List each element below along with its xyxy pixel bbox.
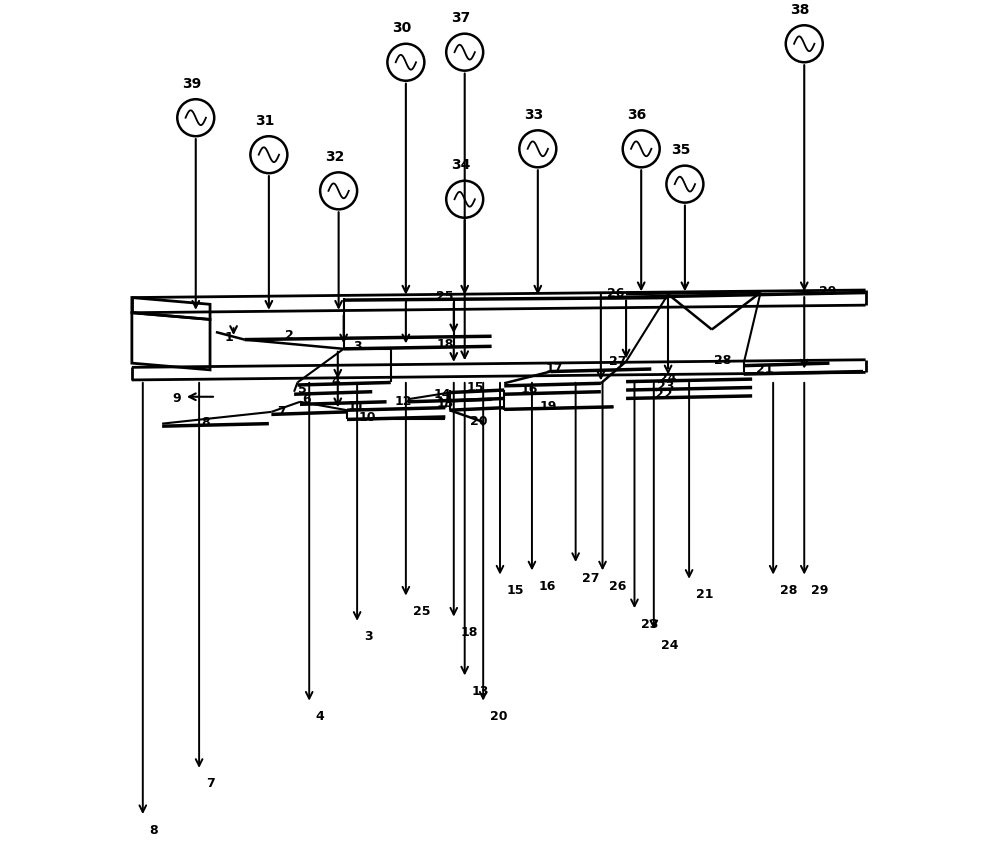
Text: 20: 20 (490, 711, 507, 723)
Text: 16: 16 (539, 580, 556, 593)
Text: 31: 31 (255, 114, 274, 128)
Text: 15: 15 (507, 584, 524, 597)
Text: 11: 11 (348, 400, 366, 413)
Text: 7: 7 (277, 405, 286, 417)
Text: 18: 18 (460, 626, 478, 639)
Text: 4: 4 (332, 375, 340, 389)
Text: 29: 29 (819, 285, 836, 298)
Text: 19: 19 (540, 400, 557, 412)
Text: 4: 4 (316, 711, 325, 723)
Text: 8: 8 (201, 417, 210, 429)
Text: 18: 18 (436, 338, 454, 351)
Text: 21: 21 (756, 363, 773, 377)
Text: 13: 13 (471, 685, 489, 698)
Text: 14: 14 (434, 388, 451, 400)
Text: 5: 5 (298, 383, 307, 395)
Text: 10: 10 (358, 412, 376, 424)
Text: 6: 6 (302, 393, 311, 406)
Text: 8: 8 (150, 824, 158, 837)
Text: 24: 24 (661, 639, 678, 652)
Text: 35: 35 (671, 143, 690, 158)
Text: 25: 25 (413, 605, 430, 619)
Text: 20: 20 (470, 416, 487, 429)
Text: 26: 26 (607, 287, 624, 300)
Text: 15: 15 (466, 381, 484, 394)
Text: 32: 32 (325, 150, 344, 164)
Text: 27: 27 (609, 355, 626, 368)
Text: 28: 28 (780, 584, 797, 597)
Text: 34: 34 (451, 158, 470, 172)
Text: 2: 2 (285, 329, 294, 342)
Text: 21: 21 (696, 589, 713, 602)
Text: 12: 12 (394, 395, 412, 408)
Text: 23: 23 (641, 618, 659, 630)
Text: 24: 24 (659, 371, 676, 385)
Text: 3: 3 (353, 340, 361, 353)
Text: 23: 23 (657, 380, 675, 393)
Text: 16: 16 (520, 383, 538, 395)
Text: 30: 30 (392, 21, 411, 35)
Text: 36: 36 (627, 108, 647, 122)
Text: 25: 25 (436, 291, 454, 303)
Text: 38: 38 (790, 3, 810, 17)
Text: 1: 1 (225, 331, 234, 344)
Text: 27: 27 (582, 572, 600, 584)
Text: 33: 33 (524, 108, 543, 122)
Text: 3: 3 (364, 630, 372, 643)
Text: 17: 17 (546, 362, 563, 375)
Text: 9: 9 (172, 392, 181, 405)
Text: 13: 13 (436, 397, 454, 410)
Text: 37: 37 (451, 11, 470, 26)
Text: 29: 29 (811, 584, 828, 597)
Text: 26: 26 (609, 580, 627, 593)
Text: 7: 7 (206, 778, 215, 791)
Text: 28: 28 (714, 354, 731, 367)
Text: 39: 39 (182, 77, 201, 91)
Text: 22: 22 (655, 388, 672, 400)
